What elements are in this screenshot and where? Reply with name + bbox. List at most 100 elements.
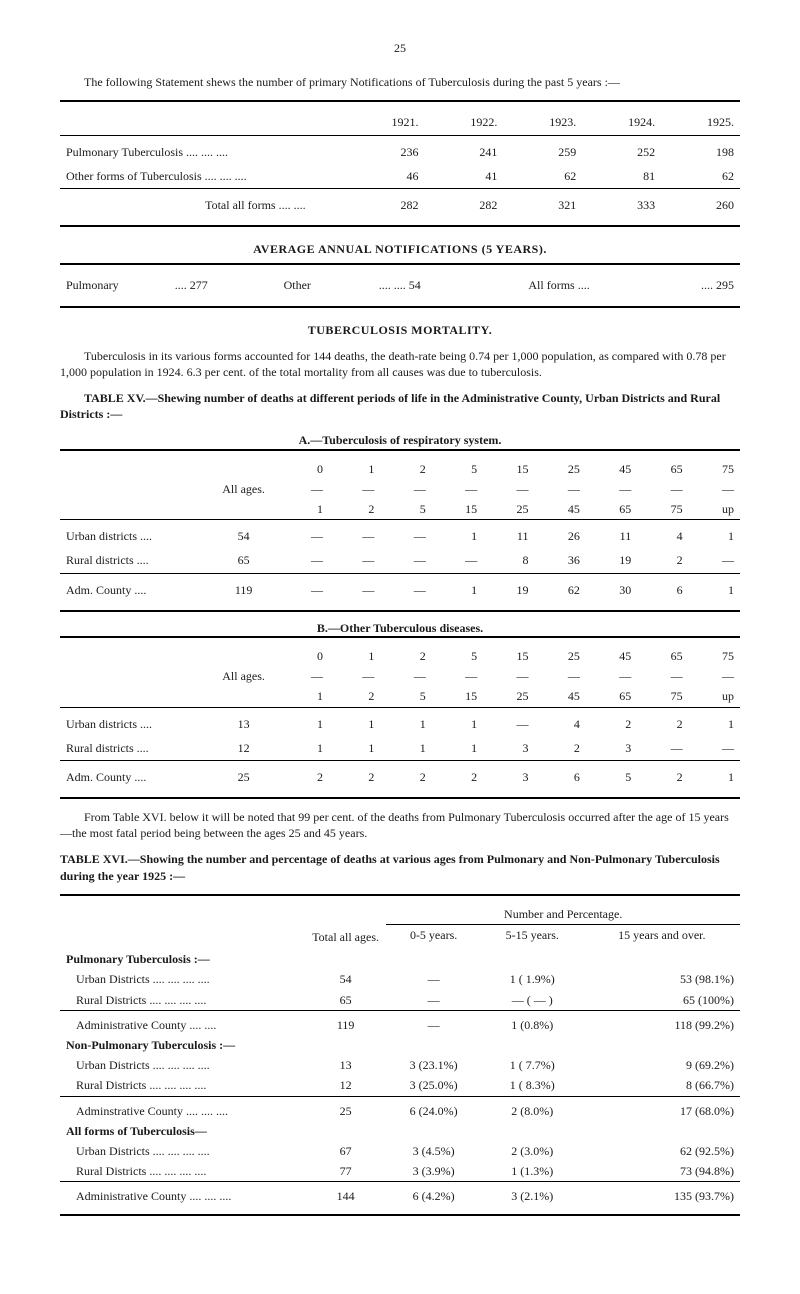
cell: —: [689, 548, 740, 573]
cell: 13: [210, 712, 278, 736]
cell: 1: [278, 736, 329, 761]
cell: —: [278, 524, 329, 548]
cell: 144: [305, 1186, 387, 1206]
age-band: 2: [329, 499, 380, 520]
row-label: Adm. County ....: [60, 765, 210, 789]
age-band: 75: [689, 646, 740, 666]
cell: 1 (0.8%): [481, 1015, 584, 1035]
cell: 3: [483, 765, 534, 789]
cell: 46: [346, 164, 425, 189]
age-band: 5: [432, 459, 483, 479]
age-band: 45: [534, 686, 585, 707]
avg-title: AVERAGE ANNUAL NOTIFICATIONS (5 YEARS).: [60, 241, 740, 257]
cell: 3 (4.5%): [386, 1141, 480, 1161]
cell: 13: [305, 1055, 387, 1075]
cell: 282: [346, 193, 425, 217]
paragraph-between-tables: From Table XVI. below it will be noted t…: [60, 809, 740, 841]
cell: 2: [329, 765, 380, 789]
cell: 1: [432, 736, 483, 761]
cell: 1: [432, 524, 483, 548]
cell: 65: [210, 548, 278, 573]
age-band: 45: [586, 459, 637, 479]
age-band: 2: [380, 646, 431, 666]
cell: —: [483, 712, 534, 736]
cell: 11: [586, 524, 637, 548]
cell: 62: [661, 164, 740, 189]
cell: 3 (3.9%): [386, 1161, 480, 1182]
avg-val: .... 277: [169, 273, 278, 297]
cell: 236: [346, 140, 425, 164]
row-label: Other forms of Tuberculosis .... .... ..…: [60, 164, 346, 189]
age-band: up: [689, 686, 740, 707]
row-label: Urban Districts .... .... .... ....: [60, 1055, 305, 1075]
cell: 2: [432, 765, 483, 789]
cell: 6 (4.2%): [386, 1186, 480, 1206]
cell: 119: [210, 578, 278, 602]
year-col: 1921.: [346, 110, 425, 135]
age-band: 15: [483, 646, 534, 666]
age-band: 0: [278, 646, 329, 666]
age-band: 65: [637, 646, 688, 666]
cell: —: [386, 990, 480, 1011]
all-ages-label: All ages.: [210, 666, 278, 686]
cell: 3 (2.1%): [481, 1186, 584, 1206]
group-heading: All forms of Tuberculosis—: [60, 1121, 305, 1141]
cell: 118 (99.2%): [584, 1015, 740, 1035]
cell: 1 ( 8.3%): [481, 1075, 584, 1096]
age-band: 0: [278, 459, 329, 479]
age-band: 75: [637, 686, 688, 707]
cell: 30: [586, 578, 637, 602]
age-band: 25: [534, 646, 585, 666]
age-band: 65: [637, 459, 688, 479]
row-label: Rural districts ....: [60, 736, 210, 761]
cell: 41: [424, 164, 503, 189]
cell: 1: [689, 524, 740, 548]
cell: 2: [380, 765, 431, 789]
cell: 1: [329, 736, 380, 761]
cell: 3 (23.1%): [386, 1055, 480, 1075]
cell: —: [329, 578, 380, 602]
col-header: Total all ages.: [305, 925, 387, 950]
row-label: Adm. County ....: [60, 578, 210, 602]
cell: 67: [305, 1141, 387, 1161]
age-band: 45: [586, 646, 637, 666]
cell: 25: [305, 1101, 387, 1121]
cell: 6: [637, 578, 688, 602]
cell: —: [432, 548, 483, 573]
age-band: 1: [329, 646, 380, 666]
cell: 12: [210, 736, 278, 761]
cell: 5: [586, 765, 637, 789]
cell: 17 (68.0%): [584, 1101, 740, 1121]
cell: —: [329, 548, 380, 573]
cell: 135 (93.7%): [584, 1186, 740, 1206]
age-band: 1: [278, 499, 329, 520]
table-notifications: 1921. 1922. 1923. 1924. 1925. Pulmonary …: [60, 100, 740, 227]
table-average: Pulmonary .... 277 Other .... .... 54 Al…: [60, 263, 740, 307]
cell: 2: [586, 712, 637, 736]
cell: —: [278, 578, 329, 602]
avg-label: Other: [278, 273, 373, 297]
total-label: Total all forms .... ....: [60, 193, 346, 217]
table-xv-a: 0 1 2 5 15 25 45 65 75 All ages. ————— —…: [60, 449, 740, 612]
cell: 2: [534, 736, 585, 761]
cell: —: [380, 548, 431, 573]
cell: 26: [534, 524, 585, 548]
cell: 321: [503, 193, 582, 217]
age-band: 5: [380, 686, 431, 707]
year-col: 1924.: [582, 110, 661, 135]
cell: 1: [432, 578, 483, 602]
row-label: Rural Districts .... .... .... ....: [60, 990, 305, 1011]
cell: 54: [305, 969, 387, 989]
cell: 1 (1.3%): [481, 1161, 584, 1182]
col-header: 15 years and over.: [584, 925, 740, 946]
age-band: 5: [432, 646, 483, 666]
age-band: 25: [483, 499, 534, 520]
cell: 252: [582, 140, 661, 164]
cell: — ( — ): [481, 990, 584, 1011]
cell: 1: [329, 712, 380, 736]
cell: 2: [278, 765, 329, 789]
age-band: 15: [432, 499, 483, 520]
cell: 8 (66.7%): [584, 1075, 740, 1096]
table-xv-a-title: A.—Tuberculosis of respiratory system.: [60, 432, 740, 448]
age-band: 65: [586, 686, 637, 707]
